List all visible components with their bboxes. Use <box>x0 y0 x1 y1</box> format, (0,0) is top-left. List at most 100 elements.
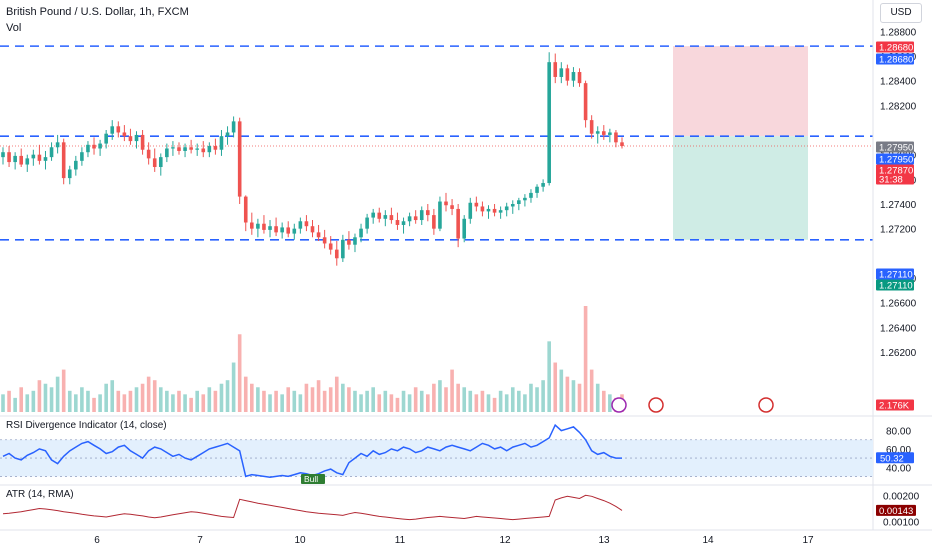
volume-bar <box>371 387 375 412</box>
currency-button[interactable]: USD <box>880 3 922 23</box>
candle-body <box>7 152 11 163</box>
candle-body <box>195 148 199 150</box>
candle-body <box>189 147 193 150</box>
volume-bar <box>49 387 54 412</box>
candle-body <box>529 192 533 198</box>
candle-body <box>92 144 96 149</box>
volume-bar <box>395 397 400 412</box>
lightning-event-icon <box>611 397 627 413</box>
volume-bar <box>237 334 242 412</box>
chart-title: British Pound / U.S. Dollar, 1h, FXCM <box>6 6 189 18</box>
candle-body <box>504 206 509 211</box>
volume-bar <box>1 394 5 412</box>
candle-body <box>426 210 430 216</box>
candle-body <box>547 62 551 184</box>
volume-bar <box>7 390 11 412</box>
volume-bar <box>510 387 515 412</box>
volume-bar <box>328 387 333 412</box>
candle-body <box>492 208 497 213</box>
candle-body <box>334 249 339 259</box>
candle-body <box>201 148 206 153</box>
rsi-value-label: 50.32 <box>880 453 904 464</box>
candle-body <box>353 237 357 245</box>
candle-body <box>55 142 60 148</box>
volume-bar <box>13 397 17 412</box>
volume-bar <box>334 376 339 412</box>
candle-body <box>292 228 297 234</box>
volume-bar <box>243 376 248 412</box>
candle-body <box>395 220 400 225</box>
volume-bar <box>140 383 145 412</box>
volume-bar <box>128 390 133 412</box>
price-label-box <box>876 53 914 65</box>
candle-body <box>456 208 460 239</box>
volume-bar <box>86 390 90 412</box>
volume-bar <box>213 390 218 412</box>
candle-body <box>183 147 187 151</box>
candle-body <box>614 132 618 143</box>
candle-body <box>116 126 121 133</box>
volume-bar <box>341 383 345 412</box>
price-label: 1.27110 <box>879 281 913 292</box>
candle-body <box>122 132 127 137</box>
volume-bar <box>474 394 479 412</box>
candle-body <box>31 154 36 159</box>
volume-bar <box>316 380 321 412</box>
candle-body <box>219 136 224 150</box>
time-tick-label: 12 <box>499 535 511 546</box>
candle-body <box>365 217 369 229</box>
candle-body <box>419 210 424 221</box>
volume-bar <box>601 390 606 412</box>
volume-bar <box>201 394 206 412</box>
volume-bar <box>462 387 467 412</box>
volume-bar <box>438 380 442 412</box>
candle-body <box>207 146 212 153</box>
candle-body <box>262 223 266 230</box>
volume-bar <box>286 387 291 412</box>
volume-bar <box>353 390 357 412</box>
price-tick-label: 1.27200 <box>880 225 917 236</box>
rsi-tick-label: 80.00 <box>886 427 911 438</box>
candle-body <box>61 142 66 179</box>
time-tick-label: 13 <box>598 535 610 546</box>
volume-bar <box>401 390 406 412</box>
candle-body <box>601 131 606 135</box>
candle-body <box>171 147 175 149</box>
candle-body <box>104 133 108 144</box>
candle-body <box>407 216 412 222</box>
candle-body <box>304 221 309 227</box>
candle-body <box>80 152 84 161</box>
candle-body <box>110 126 115 134</box>
take-profit-zone <box>673 136 808 240</box>
volume-bar <box>122 394 127 412</box>
price-label-box <box>876 153 914 165</box>
volume-bar <box>171 394 175 412</box>
volume-bar <box>589 369 594 412</box>
candle-body <box>541 183 545 187</box>
candle-body <box>328 243 333 250</box>
volume-bar <box>134 387 139 412</box>
candle-body <box>438 201 442 229</box>
candle-body <box>43 157 48 161</box>
volume-bar <box>565 376 570 412</box>
candle-body <box>468 202 473 219</box>
candle-body <box>510 204 515 207</box>
candle-body <box>523 197 527 201</box>
candle-body <box>140 134 145 150</box>
volume-bar <box>43 383 48 412</box>
volume-bar <box>426 394 430 412</box>
atr-tick-label: 0.00200 <box>883 491 920 502</box>
candle-body <box>231 121 236 133</box>
volume-bar <box>583 306 588 412</box>
candle-body <box>589 120 594 134</box>
candle-body <box>256 223 260 229</box>
candle-body <box>535 186 539 193</box>
volume-bar <box>432 383 436 412</box>
volume-bar <box>383 390 388 412</box>
volume-bar <box>456 383 460 412</box>
price-tick-label: 1.27400 <box>880 200 917 211</box>
volume-bar <box>498 390 503 412</box>
volume-bar <box>231 362 236 412</box>
candle-body <box>237 121 242 197</box>
